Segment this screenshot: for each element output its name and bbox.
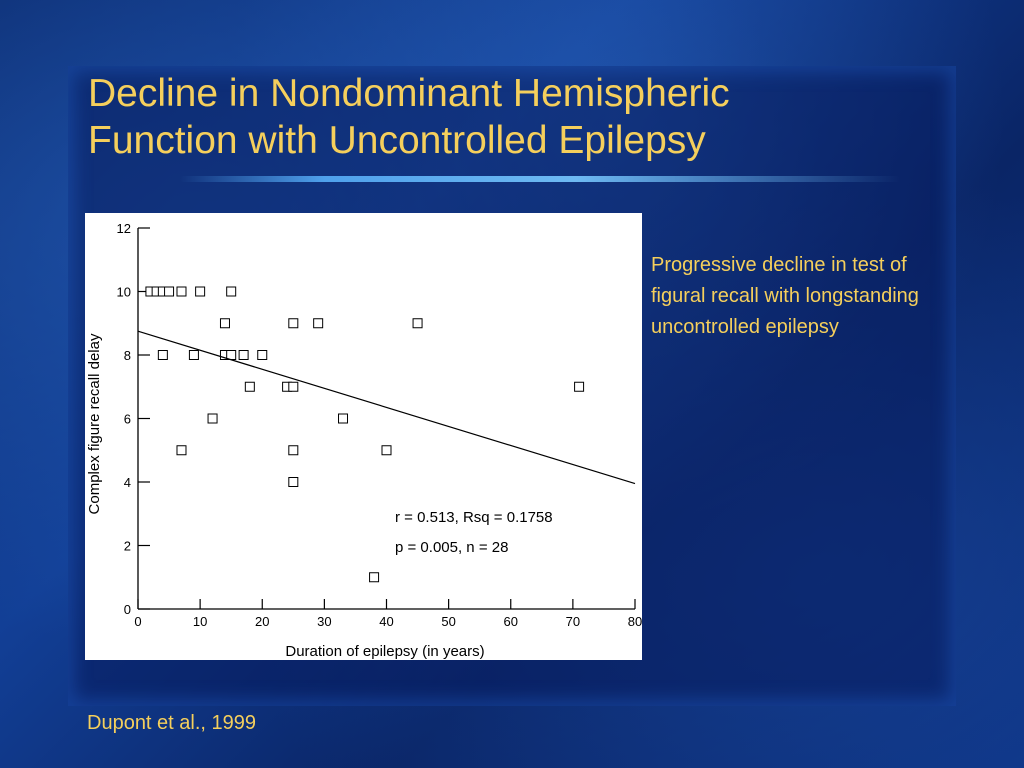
data-point (574, 381, 585, 392)
stats-annotation-r: r = 0.513, Rsq = 0.1758 (395, 509, 553, 526)
data-point (238, 350, 249, 360)
regression (137, 330, 636, 485)
data-point (188, 350, 199, 360)
x-tick-label: 20 (255, 614, 269, 629)
slide-title: Decline in Nondominant Hemispheric Funct… (88, 70, 908, 164)
x-tick-label: 70 (566, 614, 580, 629)
scatter-chart-svg: 0 2 4 6 8 10 12 0 10 20 30 40 50 60 70 80 Duration of e… (86, 221, 643, 660)
data-point (195, 286, 206, 297)
data-point (176, 286, 187, 297)
data-point (288, 477, 299, 487)
data-points (145, 286, 585, 583)
y-tick-label: 12 (117, 221, 131, 236)
data-point (288, 445, 299, 456)
y-axis-label: Complex figure recall delay (86, 333, 103, 514)
data-point (244, 381, 255, 392)
data-point (226, 350, 237, 360)
data-point (381, 445, 392, 456)
y-tick-label: 4 (124, 475, 131, 490)
slide-title-line-1: Decline in Nondominant Hemispheric (88, 72, 730, 115)
data-point (176, 445, 187, 456)
slide-citation: Dupont et al., 1999 (87, 712, 257, 734)
slide-caption: Progressive decline in test of figural r… (651, 254, 919, 338)
scatter-chart: 0 2 4 6 8 10 12 0 10 20 30 40 50 60 70 80 Duration of e… (85, 213, 642, 660)
data-point (164, 286, 175, 297)
y-tick-label: 0 (124, 602, 131, 617)
x-tick-label: 50 (441, 614, 455, 629)
x-tick-label: 80 (628, 614, 642, 629)
data-point (369, 572, 380, 583)
x-tick-label: 30 (317, 614, 331, 629)
y-tick-label: 8 (124, 348, 131, 363)
regression-line (137, 330, 636, 485)
data-point (226, 286, 237, 297)
data-point (219, 318, 230, 329)
data-point (288, 318, 299, 329)
data-point (288, 381, 299, 392)
axis-ticks: 0 2 4 6 8 10 12 0 10 20 30 40 50 60 70 80 (117, 221, 643, 629)
data-point (412, 318, 423, 329)
y-tick-label: 10 (117, 285, 131, 300)
slide-title-line-2: Function with Uncontrolled Epilepsy (88, 119, 706, 162)
data-point (313, 318, 324, 329)
title-underline (180, 176, 900, 182)
stats-annotation-p: p = 0.005, n = 28 (395, 539, 508, 556)
data-point (207, 413, 218, 424)
data-point (157, 350, 168, 360)
x-tick-label: 10 (193, 614, 207, 629)
y-tick-label: 6 (124, 412, 131, 427)
x-tick-label: 60 (504, 614, 518, 629)
x-tick-label: 40 (379, 614, 393, 629)
x-tick-label: 0 (134, 614, 141, 629)
y-tick-label: 2 (124, 539, 131, 554)
data-point (257, 350, 268, 360)
data-point (338, 413, 349, 424)
x-axis-label: Duration of epilepsy (in years) (285, 643, 484, 660)
